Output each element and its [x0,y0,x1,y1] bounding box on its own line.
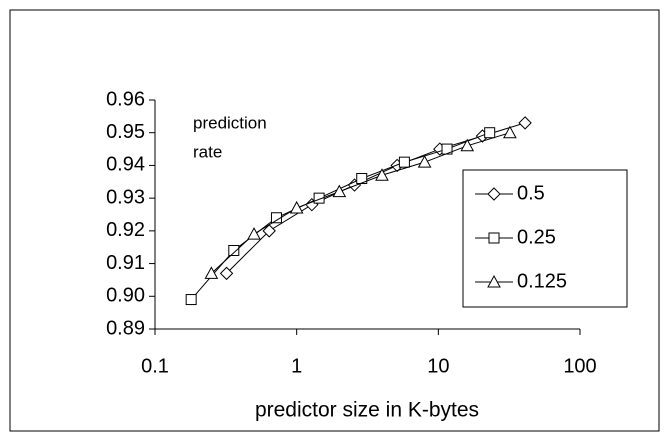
marker [375,168,389,181]
marker [219,266,234,281]
marker [487,274,501,288]
x-tick-label: 0.1 [141,355,169,377]
marker [332,184,347,198]
legend-label: 0.5 [517,182,545,204]
marker [313,192,325,204]
x-tick-label: 1 [291,355,302,377]
y-tick-label: 0.91 [106,252,145,274]
x-tick-label: 100 [563,355,596,377]
series-line [211,132,511,274]
marker [460,138,475,152]
marker [488,232,500,244]
annotation: prediction [193,113,267,132]
marker [503,125,517,139]
y-tick-label: 0.92 [106,219,145,241]
marker [185,294,197,306]
y-tick-label: 0.96 [106,88,145,110]
marker [204,266,219,279]
y-tick-label: 0.89 [106,317,145,339]
marker [398,156,410,168]
legend-label: 0.125 [517,270,567,292]
marker [262,224,276,238]
y-tick-label: 0.93 [106,186,145,208]
marker [417,155,432,168]
y-tick-label: 0.94 [106,154,145,176]
marker [484,127,496,139]
y-tick-label: 0.90 [106,285,145,307]
annotation: rate [193,142,222,161]
x-axis-label: predictor size in K-bytes [255,399,479,422]
marker [487,187,501,201]
marker [289,200,304,214]
marker [518,116,532,130]
marker [247,227,261,240]
y-tick-label: 0.95 [106,121,145,143]
marker [228,244,240,256]
x-tick-label: 10 [427,355,449,377]
legend-label: 0.25 [517,226,556,248]
